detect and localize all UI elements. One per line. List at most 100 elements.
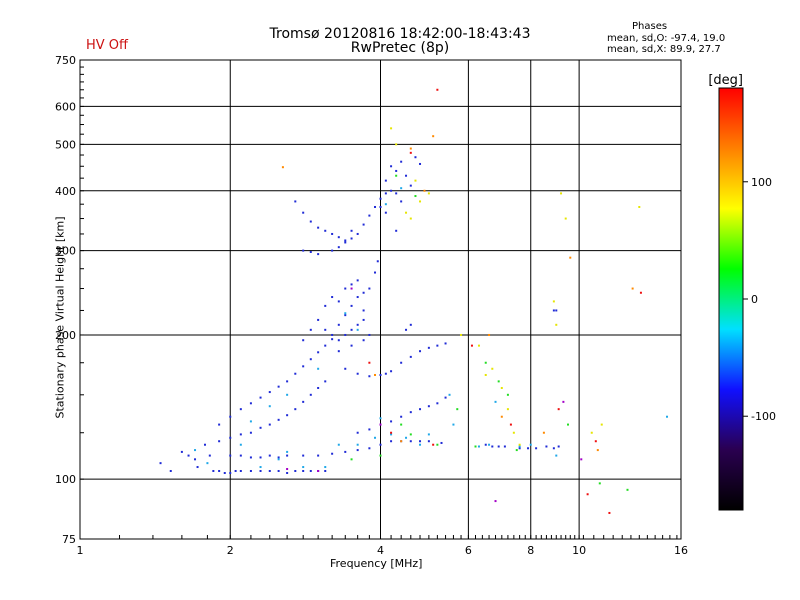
data-point (560, 192, 563, 195)
data-point (555, 323, 558, 326)
data-point (562, 400, 565, 403)
data-point (344, 333, 347, 336)
data-point (317, 367, 320, 370)
data-point (362, 291, 365, 294)
data-point (666, 415, 669, 418)
data-point (509, 423, 512, 426)
data-point (374, 271, 377, 274)
data-point (302, 469, 305, 472)
data-point (400, 160, 403, 163)
x-tick-label: 8 (527, 544, 534, 557)
x-tick-label: 2 (227, 544, 234, 557)
data-point (419, 350, 422, 353)
data-point (277, 418, 280, 421)
data-point (409, 217, 412, 220)
data-point (356, 449, 359, 452)
data-point (405, 328, 408, 331)
grid-lines (80, 60, 681, 539)
data-point (324, 380, 327, 383)
data-point (368, 375, 371, 378)
data-point (169, 469, 172, 472)
data-point (249, 431, 252, 434)
data-point (268, 405, 271, 408)
data-point (405, 174, 408, 177)
data-point (337, 246, 340, 249)
data-point (337, 300, 340, 303)
data-point (324, 328, 327, 331)
data-point (390, 420, 393, 423)
data-point (506, 393, 509, 396)
data-point (249, 402, 252, 405)
data-point (277, 385, 280, 388)
chart-subtitle: RwPretec (8p) (350, 40, 450, 56)
data-point (409, 323, 412, 326)
data-point (427, 405, 430, 408)
data-point (286, 380, 289, 383)
data-point (368, 447, 371, 450)
y-tick-label: 300 (55, 245, 76, 258)
data-point (229, 472, 232, 475)
data-point (350, 283, 353, 286)
data-point (302, 454, 305, 457)
data-point (309, 328, 312, 331)
data-point (444, 396, 447, 399)
data-point (356, 431, 359, 434)
data-point (309, 251, 312, 254)
data-point (249, 420, 252, 423)
data-point (350, 304, 353, 307)
data-point (491, 367, 494, 370)
data-point (196, 466, 199, 469)
data-point (331, 338, 334, 341)
data-point (494, 400, 497, 403)
data-point (302, 365, 305, 368)
x-tick-label: 4 (377, 544, 384, 557)
data-point (362, 223, 365, 226)
data-point (218, 440, 221, 443)
data-point (180, 450, 183, 453)
data-point (395, 143, 398, 146)
data-point (324, 304, 327, 307)
data-point (302, 249, 305, 252)
data-point (626, 488, 629, 491)
data-point (368, 428, 371, 431)
data-point (331, 296, 334, 299)
data-point (302, 400, 305, 403)
data-point (309, 220, 312, 223)
data-point (379, 443, 382, 446)
data-point (259, 426, 262, 429)
data-point (187, 454, 190, 457)
data-point (500, 386, 503, 389)
data-point (356, 443, 359, 446)
data-point (286, 450, 289, 453)
data-point (390, 189, 393, 192)
data-point (639, 291, 642, 294)
chart-title: Tromsø 20120816 18:42:00-18:43:43 (269, 26, 531, 42)
data-points (159, 88, 669, 514)
data-point (194, 449, 197, 452)
data-point (294, 372, 297, 375)
data-point (432, 135, 435, 138)
stats-line-o: mean, sd,O: -97.4, 19.0 (607, 33, 726, 44)
data-point (557, 408, 560, 411)
data-point (362, 339, 365, 342)
data-point (419, 200, 422, 203)
data-point (376, 260, 379, 263)
data-point (638, 205, 641, 208)
data-point (294, 408, 297, 411)
data-point (374, 205, 377, 208)
data-point (309, 393, 312, 396)
data-point (423, 189, 426, 192)
y-tick-label: 400 (55, 185, 76, 198)
data-point (286, 414, 289, 417)
data-point (484, 361, 487, 364)
data-point (344, 241, 347, 244)
data-point (564, 217, 567, 220)
data-point (414, 156, 417, 159)
data-point (535, 447, 538, 450)
stats-title: Phases (632, 21, 668, 32)
data-point (229, 436, 232, 439)
data-point (302, 339, 305, 342)
data-point (331, 452, 334, 455)
data-point (379, 454, 382, 457)
data-point (331, 249, 334, 252)
